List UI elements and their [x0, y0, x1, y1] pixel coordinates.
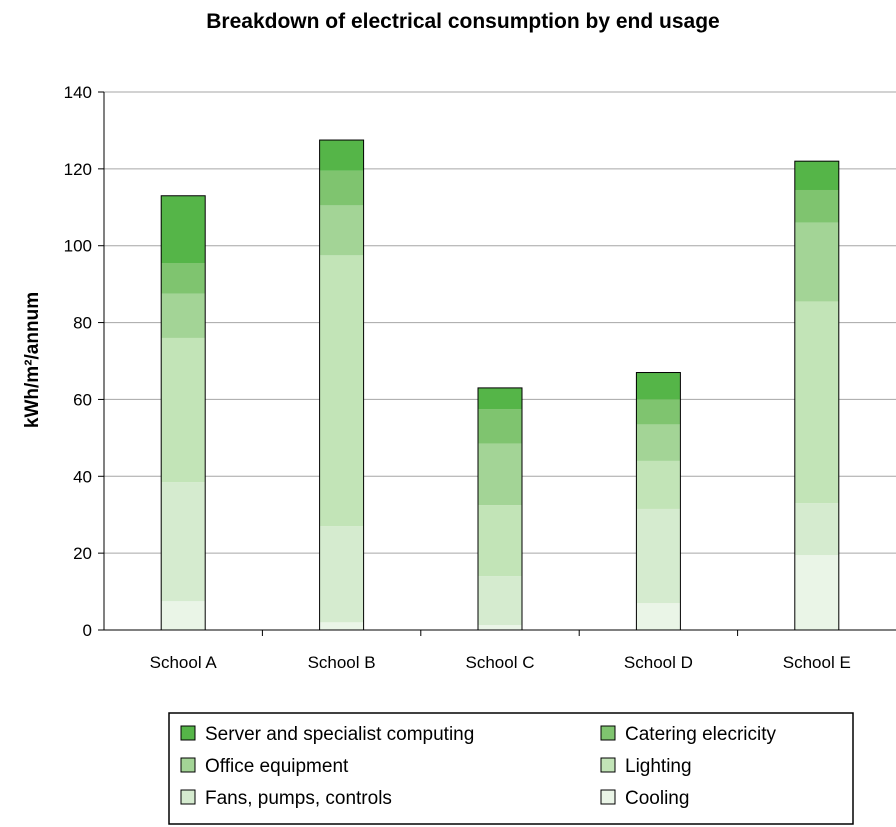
y-tick-label: 20	[73, 544, 92, 563]
bar-segment	[794, 301, 839, 504]
x-tick-label: School E	[783, 653, 851, 672]
bar-segment	[478, 387, 522, 410]
bar-segment	[319, 255, 364, 527]
bar-segment	[319, 140, 364, 171]
bar-segment	[794, 189, 839, 223]
bar-segment	[636, 399, 681, 425]
x-tick-label: School A	[150, 653, 218, 672]
legend-label: Lighting	[625, 756, 692, 777]
legend-swatch	[180, 725, 196, 741]
bar-segment	[636, 424, 681, 461]
y-tick-label: 100	[64, 237, 92, 256]
y-axis-label: kWh/m²/annum	[22, 292, 43, 428]
y-tick-label: 40	[73, 467, 92, 486]
bar-segment	[794, 161, 839, 190]
bar-segment	[319, 622, 364, 630]
y-tick-label: 80	[73, 314, 92, 333]
legend-label: Server and specialist computing	[205, 724, 474, 745]
bar-segment	[161, 195, 206, 264]
legend-label: Fans, pumps, controls	[205, 788, 392, 809]
bar-segment	[478, 409, 522, 444]
legend-swatch	[180, 789, 196, 805]
x-tick-label: School C	[466, 653, 535, 672]
bars	[160, 139, 840, 631]
legend-swatch	[600, 757, 616, 773]
legend-swatch	[180, 757, 196, 773]
y-tick-label: 0	[83, 621, 92, 640]
y-tick-label: 120	[64, 160, 92, 179]
bar-segment	[794, 555, 839, 630]
bar-segment	[636, 508, 681, 604]
x-axis: School A School B School C School D School E	[104, 629, 896, 672]
bar-segment	[636, 372, 681, 400]
bar-segment	[319, 526, 364, 623]
bar-segment	[161, 263, 206, 294]
y-tick-label: 60	[73, 390, 92, 409]
bar-segment	[636, 460, 681, 509]
legend: Server and specialist computing Catering …	[168, 712, 854, 825]
bar-segment	[794, 503, 839, 556]
chart-title: Breakdown of electrical consumption by e…	[206, 10, 719, 33]
legend-label: Catering elecricity	[625, 724, 776, 745]
bar-segment	[319, 205, 364, 256]
bar-segment	[478, 625, 522, 630]
legend-box	[168, 712, 854, 825]
bar-segment	[161, 293, 206, 338]
bar-segment	[161, 601, 206, 630]
bar-segment	[161, 482, 206, 602]
legend-label: Office equipment	[205, 756, 349, 777]
x-tick-label: School D	[624, 653, 693, 672]
bar-segment	[794, 222, 839, 302]
legend-swatch	[600, 725, 616, 741]
bar-segment	[478, 576, 522, 626]
bar-segment	[478, 443, 522, 506]
x-tick-label: School B	[308, 653, 376, 672]
bar-segment	[478, 505, 522, 577]
y-tick-label: 140	[64, 83, 92, 102]
bar-segment	[319, 170, 364, 206]
bar-segment	[161, 337, 206, 483]
legend-swatch	[600, 789, 616, 805]
bar-segment	[636, 603, 681, 630]
legend-label: Cooling	[625, 788, 689, 809]
y-axis-ticks: 0 20 40 60 80 100 120 140	[64, 83, 105, 640]
